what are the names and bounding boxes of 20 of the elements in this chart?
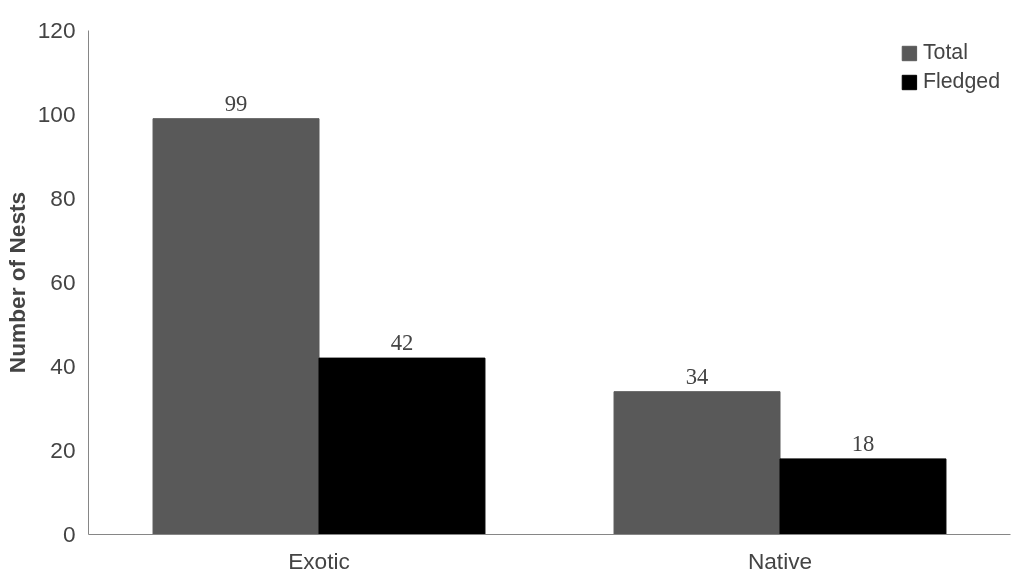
y-tick-label: 100 — [37, 101, 76, 127]
bar — [152, 118, 320, 535]
y-axis-title: Number of Nests — [3, 191, 30, 374]
y-tick-label: 80 — [50, 185, 76, 211]
data-label: 18 — [851, 430, 875, 456]
bar — [613, 391, 781, 535]
y-tick-label: 40 — [50, 353, 76, 379]
x-tick-label: Native — [747, 547, 813, 574]
data-label: 99 — [224, 90, 248, 116]
y-tick-label: 120 — [37, 17, 76, 43]
data-label: 42 — [390, 330, 414, 356]
bar — [318, 357, 486, 535]
x-tick-label: Exotic — [288, 547, 350, 574]
data-label: 34 — [685, 363, 709, 389]
bar — [779, 458, 947, 535]
y-tick-label: 0 — [62, 521, 76, 547]
y-tick-label: 60 — [50, 269, 76, 295]
legend-label: Total — [922, 40, 968, 65]
legend-label: Fledged — [922, 69, 1000, 94]
y-tick-label: 20 — [50, 437, 76, 463]
